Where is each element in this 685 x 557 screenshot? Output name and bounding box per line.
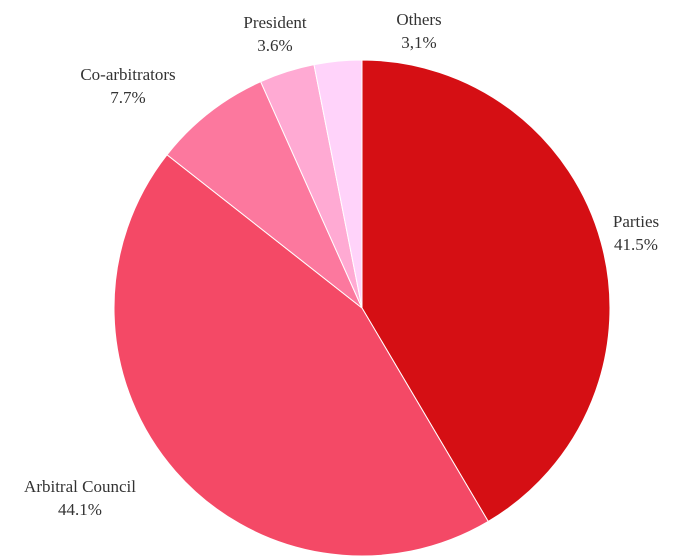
pie-slice-parties	[361, 59, 611, 523]
slice-value-others: 3,1%	[401, 33, 436, 52]
slice-value-co-arbitrators: 7.7%	[110, 88, 145, 107]
slice-label-president: President	[243, 13, 307, 32]
slice-value-president: 3.6%	[257, 36, 292, 55]
slice-label-arbitral-council: Arbitral Council	[24, 477, 136, 496]
pie-slices	[113, 59, 611, 557]
slice-label-parties: Parties	[613, 212, 659, 231]
slice-value-arbitral-council: 44.1%	[58, 500, 102, 519]
slice-label-others: Others	[396, 10, 441, 29]
pie-slice-others	[313, 59, 363, 309]
slice-label-co-arbitrators: Co-arbitrators	[80, 65, 175, 84]
pie-slice-arbitral-council	[113, 154, 489, 557]
slice-value-parties: 41.5%	[614, 235, 658, 254]
pie-labels: Parties 41.5% Arbitral Council 44.1% Co-arbi…	[24, 10, 659, 519]
pie-slice-co-arbitrators	[166, 80, 363, 309]
